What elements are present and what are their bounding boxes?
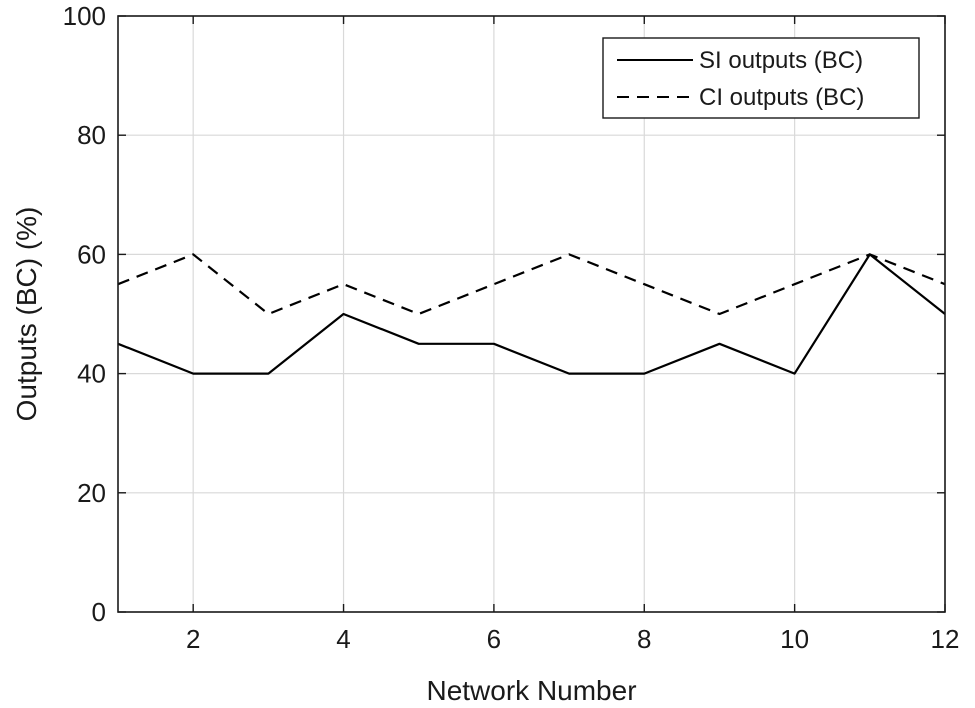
- y-tick-label: 40: [77, 359, 106, 389]
- legend-box: [602, 37, 920, 119]
- legend-label-ci-outputs: CI outputs (BC): [699, 84, 864, 111]
- y-tick-label: 60: [77, 239, 106, 269]
- series-line-ci-outputs: [117, 253, 946, 316]
- y-tick-label: 100: [63, 1, 106, 31]
- x-tick-label: 6: [487, 624, 501, 654]
- y-tick-label: 20: [77, 478, 106, 508]
- x-axis-label: Network Number: [426, 675, 636, 706]
- x-axis-ticks: 2 4 6 8 10 12: [186, 16, 960, 654]
- x-tick-label: 12: [931, 624, 960, 654]
- legend: SI outputs (BC) CI outputs (BC): [602, 37, 920, 119]
- data-series: [117, 253, 946, 375]
- y-axis-label: Outputs (BC) (%): [11, 207, 42, 422]
- y-tick-label: 80: [77, 120, 106, 150]
- y-tick-label: 0: [92, 597, 106, 627]
- legend-label-si-outputs: SI outputs (BC): [699, 47, 863, 74]
- x-tick-label: 2: [186, 624, 200, 654]
- series-line-si-outputs: [117, 253, 946, 375]
- x-tick-label: 4: [336, 624, 350, 654]
- x-tick-label: 8: [637, 624, 651, 654]
- plot-frame: [117, 15, 946, 613]
- y-axis-ticks: 0 20 40 60 80 100: [63, 1, 945, 627]
- x-tick-label: 10: [780, 624, 809, 654]
